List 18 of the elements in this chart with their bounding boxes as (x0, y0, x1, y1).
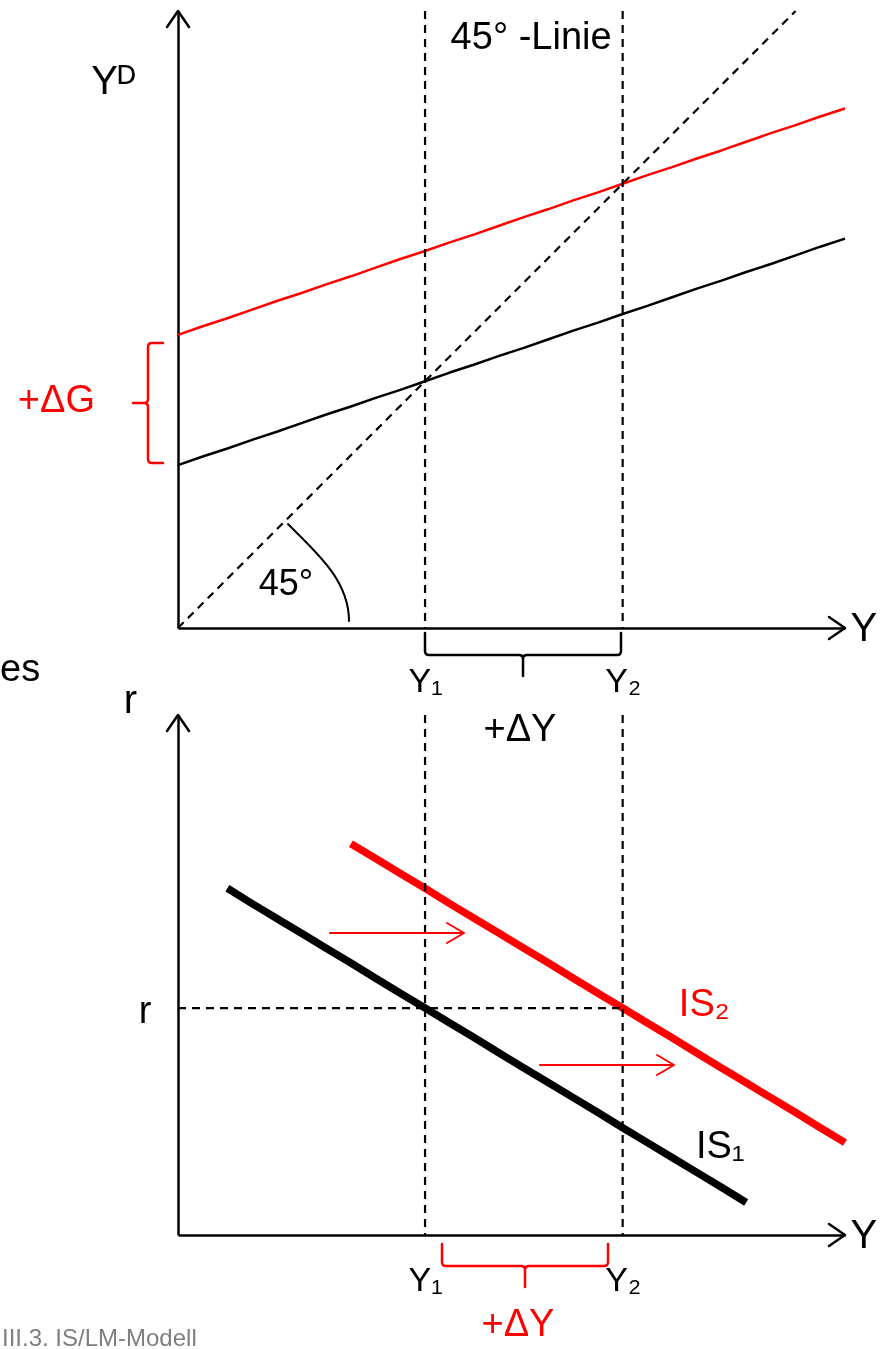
text: +ΔY (483, 707, 557, 749)
x-tick-label: Y₂ (605, 1259, 642, 1298)
x-tick-label: Y₁ (408, 1259, 443, 1298)
x-tick-label: Y₁ (408, 660, 443, 699)
series-label: r (138, 989, 152, 1032)
y-axis-title: r (123, 676, 138, 721)
x-axis-title: Y (850, 604, 878, 649)
series-label: IS₂ (678, 982, 730, 1025)
x-axis-title: Y (850, 1211, 878, 1256)
text: 45° -Linie (450, 15, 612, 57)
text: III.3. IS/LM-Modell (2, 1324, 197, 1349)
y-axis-title: Yᴰ (91, 57, 136, 102)
text: +ΔG (17, 378, 95, 420)
text: es (0, 647, 41, 689)
x-tick-label: Y₂ (605, 660, 642, 699)
text: +ΔY (481, 1302, 555, 1344)
annotation: 45° (258, 562, 314, 603)
series-label: IS₁ (695, 1123, 745, 1166)
